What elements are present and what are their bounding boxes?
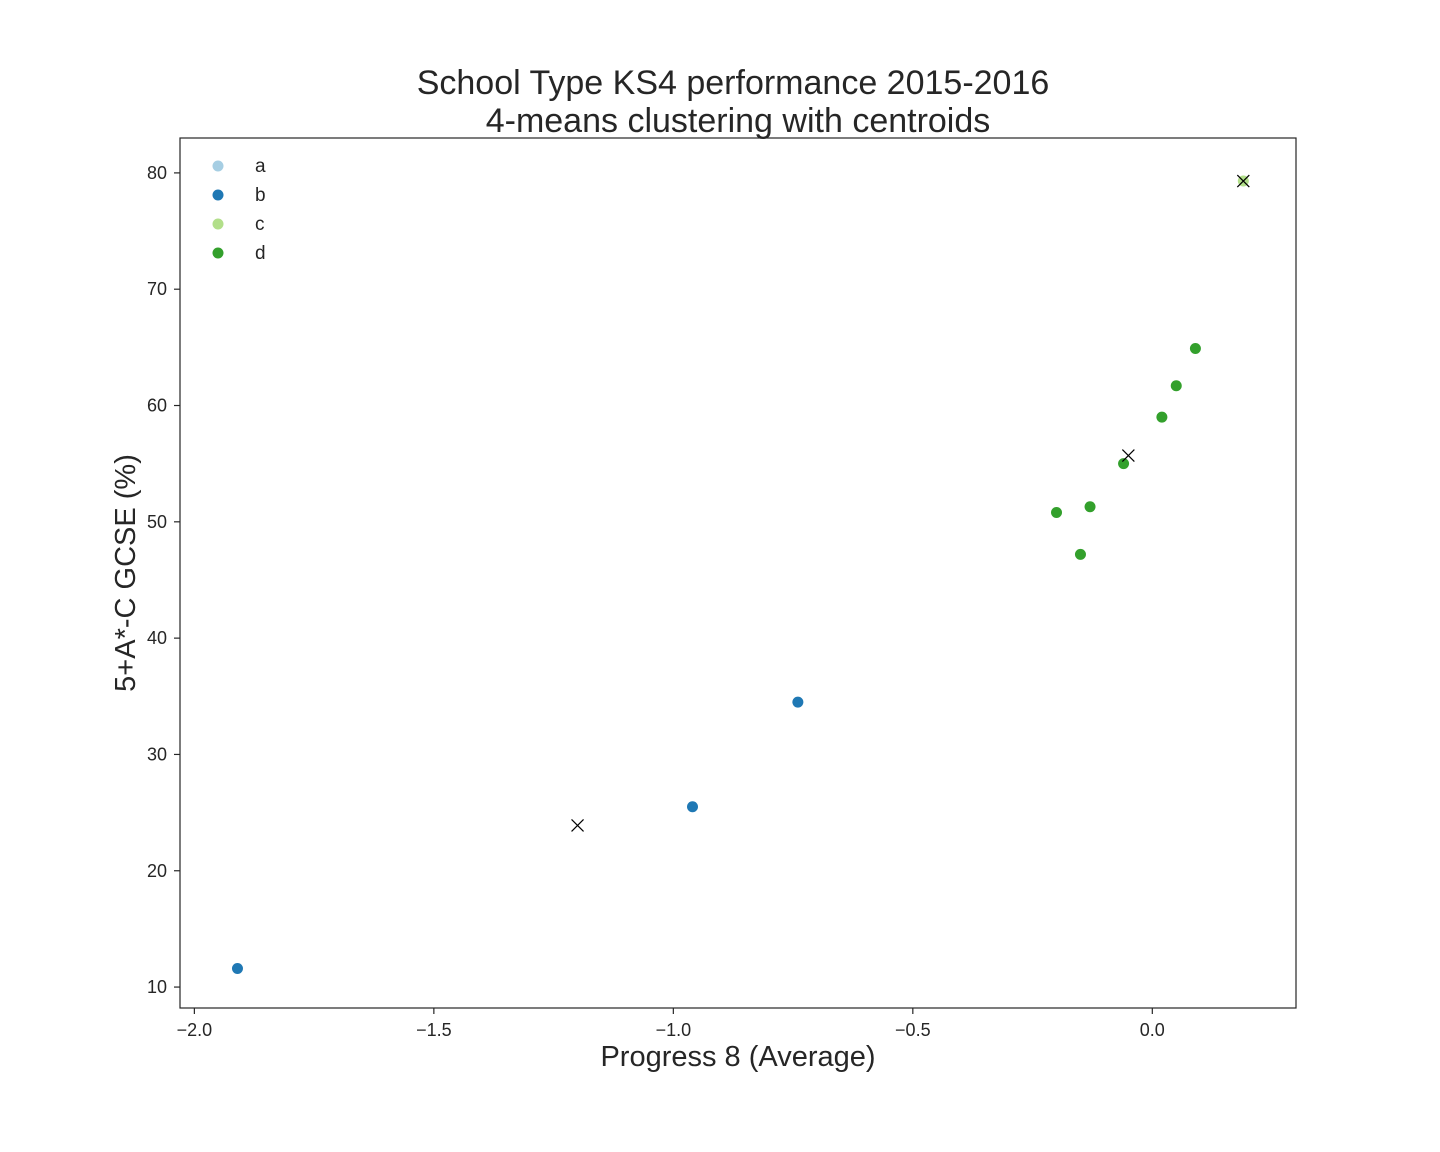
x-tick-label: −0.5 bbox=[895, 1020, 931, 1040]
centroid-marker bbox=[1121, 449, 1135, 462]
x-tick-label: −1.5 bbox=[416, 1020, 452, 1040]
legend-marker-b bbox=[212, 189, 224, 201]
legend-marker-a bbox=[212, 160, 224, 172]
plot-frame bbox=[179, 137, 1297, 1009]
data-point-d bbox=[1170, 380, 1182, 392]
chart-subtitle: 4-means clustering with centroids bbox=[486, 102, 991, 140]
x-axis: −2.0 −1.5 −1.0 −0.5 0.0 bbox=[177, 1008, 1165, 1040]
y-tick-label: 40 bbox=[147, 628, 167, 648]
data-point-d bbox=[1118, 458, 1130, 470]
legend-marker-d bbox=[212, 247, 224, 259]
centroid-marker bbox=[571, 818, 584, 832]
x-tick-label: 0.0 bbox=[1140, 1020, 1165, 1040]
data-point-d bbox=[1156, 411, 1168, 423]
x-axis-label: Progress 8 (Average) bbox=[600, 1041, 875, 1073]
data-point-d bbox=[1084, 501, 1096, 513]
y-tick-label: 70 bbox=[147, 279, 167, 299]
legend-label-b: b bbox=[255, 185, 266, 206]
data-point-b bbox=[792, 696, 804, 708]
centroid-marker bbox=[1236, 174, 1250, 188]
legend-label-a: a bbox=[255, 156, 266, 177]
legend-label-c: c bbox=[255, 214, 265, 235]
y-axis: 10 20 30 40 50 60 70 80 bbox=[147, 163, 180, 997]
x-tick-label: −2.0 bbox=[177, 1020, 213, 1040]
chart-title: School Type KS4 performance 2015-2016 bbox=[417, 64, 1050, 102]
x-tick-label: −1.0 bbox=[656, 1020, 692, 1040]
y-tick-label: 30 bbox=[147, 744, 167, 764]
data-point-d bbox=[1189, 343, 1201, 355]
y-tick-label: 50 bbox=[147, 512, 167, 532]
y-tick-label: 20 bbox=[147, 861, 167, 881]
y-axis-label: 5+A*-C GCSE (%) bbox=[110, 454, 142, 692]
y-tick-label: 80 bbox=[147, 163, 167, 183]
data-point-b bbox=[686, 801, 698, 813]
centroid-markers bbox=[571, 174, 1250, 832]
data-point-b bbox=[231, 962, 243, 974]
data-points bbox=[231, 175, 1249, 974]
legend-marker-c bbox=[212, 218, 224, 230]
legend-label-d: d bbox=[255, 243, 266, 264]
data-point-d bbox=[1051, 507, 1063, 519]
data-point-d bbox=[1074, 548, 1086, 560]
y-tick-label: 10 bbox=[147, 977, 167, 997]
y-tick-label: 60 bbox=[147, 396, 167, 416]
